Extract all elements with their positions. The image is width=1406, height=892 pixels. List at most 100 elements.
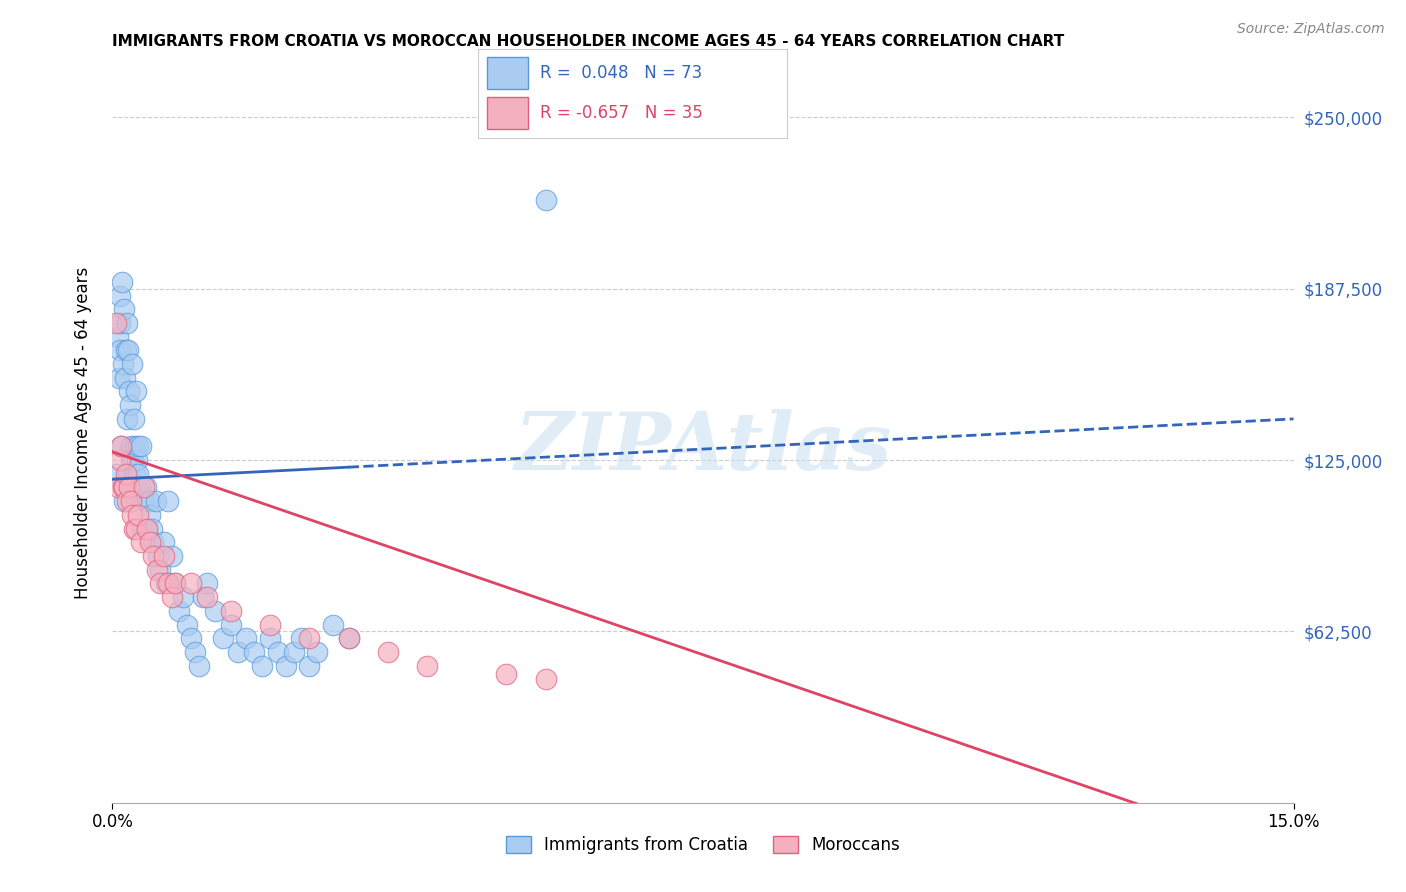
Point: [243, 645, 266, 659]
Point: [115, 343, 138, 358]
Point: [122, 412, 145, 426]
Text: ZIPAtlas: ZIPAtlas: [515, 409, 891, 486]
Point: [139, 535, 162, 549]
Text: IMMIGRANTS FROM CROATIA VS MOROCCAN HOUSEHOLDER INCOME AGES 45 - 64 YEARS CORREL: IMMIGRANTS FROM CROATIA VS MOROCCAN HOUS…: [112, 34, 1064, 49]
Point: [152, 549, 174, 563]
FancyBboxPatch shape: [488, 97, 527, 129]
Point: [120, 439, 142, 453]
Point: [191, 590, 214, 604]
Point: [160, 549, 183, 563]
Point: [149, 576, 172, 591]
Point: [195, 576, 218, 591]
Point: [160, 590, 183, 604]
Point: [121, 508, 143, 522]
Point: [111, 357, 134, 371]
Point: [112, 494, 135, 508]
Point: [298, 632, 321, 646]
Point: [188, 658, 211, 673]
Point: [416, 658, 439, 673]
Point: [184, 645, 207, 659]
Point: [129, 439, 152, 453]
Point: [118, 384, 141, 399]
Point: [132, 494, 155, 508]
Point: [105, 467, 128, 481]
Point: [110, 439, 132, 453]
Point: [176, 617, 198, 632]
Point: [141, 522, 163, 536]
Point: [135, 480, 157, 494]
Point: [125, 522, 148, 536]
Point: [132, 480, 155, 494]
Point: [118, 398, 141, 412]
Y-axis label: Householder Income Ages 45 - 64 years: Householder Income Ages 45 - 64 years: [73, 267, 91, 599]
Point: [290, 632, 312, 646]
Point: [146, 549, 169, 563]
Point: [219, 604, 242, 618]
Point: [337, 632, 360, 646]
Point: [172, 590, 194, 604]
Point: [235, 632, 257, 646]
Point: [105, 316, 128, 330]
Point: [122, 522, 145, 536]
Point: [139, 508, 162, 522]
Point: [120, 494, 142, 508]
Point: [121, 357, 143, 371]
Point: [127, 508, 149, 522]
Point: [118, 480, 141, 494]
Point: [142, 535, 165, 549]
Point: [112, 480, 135, 494]
Point: [112, 302, 135, 317]
Point: [124, 439, 146, 453]
Point: [110, 316, 132, 330]
Point: [283, 645, 305, 659]
Point: [115, 316, 138, 330]
Point: [117, 412, 139, 426]
Point: [495, 667, 517, 681]
Point: [114, 371, 136, 385]
Point: [125, 384, 148, 399]
Point: [169, 604, 191, 618]
Point: [111, 480, 134, 494]
Point: [298, 658, 321, 673]
Point: [534, 673, 557, 687]
Point: [259, 632, 281, 646]
Point: [120, 453, 142, 467]
Text: R =  0.048   N = 73: R = 0.048 N = 73: [540, 64, 702, 82]
Point: [131, 522, 153, 536]
Point: [337, 632, 360, 646]
Text: Source: ZipAtlas.com: Source: ZipAtlas.com: [1237, 22, 1385, 37]
Point: [250, 658, 273, 673]
Point: [122, 453, 145, 467]
Point: [180, 632, 202, 646]
Point: [149, 563, 172, 577]
Point: [117, 467, 139, 481]
Point: [108, 288, 131, 302]
Point: [107, 329, 129, 343]
Point: [107, 371, 129, 385]
Point: [322, 617, 344, 632]
Legend: Immigrants from Croatia, Moroccans: Immigrants from Croatia, Moroccans: [499, 830, 907, 861]
Point: [204, 604, 226, 618]
Point: [110, 343, 132, 358]
Point: [307, 645, 329, 659]
Point: [219, 617, 242, 632]
Point: [156, 494, 179, 508]
Point: [107, 480, 129, 494]
Point: [180, 576, 202, 591]
Point: [138, 494, 160, 508]
Point: [228, 645, 250, 659]
Point: [129, 480, 152, 494]
Point: [156, 576, 179, 591]
Point: [274, 658, 297, 673]
Point: [117, 494, 139, 508]
Point: [259, 617, 281, 632]
Point: [111, 275, 134, 289]
Point: [377, 645, 399, 659]
Point: [152, 535, 174, 549]
Point: [165, 576, 187, 591]
Text: R = -0.657   N = 35: R = -0.657 N = 35: [540, 104, 703, 122]
Point: [125, 453, 148, 467]
Point: [534, 193, 557, 207]
Point: [136, 522, 159, 536]
Point: [145, 494, 167, 508]
